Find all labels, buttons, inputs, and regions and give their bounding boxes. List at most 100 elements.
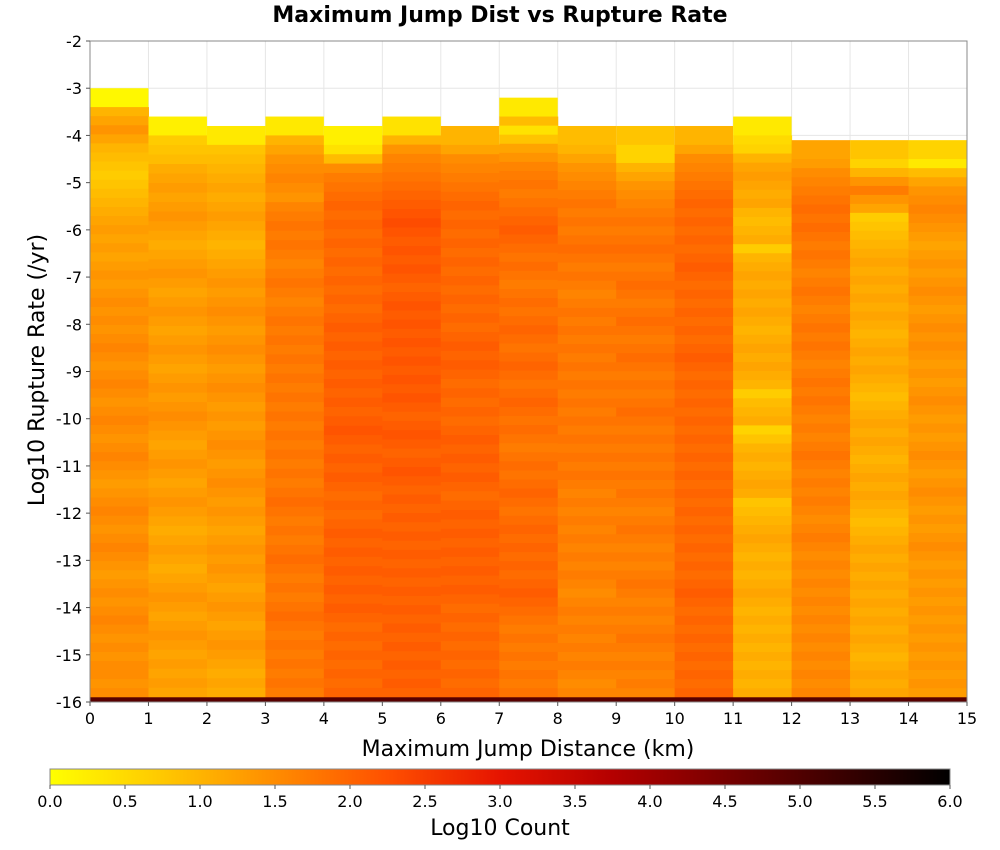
heatmap-cell <box>908 232 968 242</box>
heatmap-cell <box>148 297 208 308</box>
y-tick-label: -8 <box>66 315 82 334</box>
heatmap-cell <box>499 633 559 644</box>
heatmap-cell <box>733 506 793 517</box>
heatmap-cell <box>382 282 442 293</box>
heatmap-cell <box>90 325 149 335</box>
heatmap-cell <box>791 396 851 406</box>
heatmap-cell <box>90 624 149 635</box>
heatmap-cell <box>323 613 383 623</box>
heatmap-cell <box>148 621 208 632</box>
heatmap-cell <box>674 199 734 209</box>
heatmap-cell <box>733 497 793 508</box>
heatmap-cell <box>323 125 383 146</box>
heatmap-cell <box>850 194 910 205</box>
heatmap-cell <box>440 247 500 258</box>
heatmap-cell <box>499 570 559 580</box>
heatmap-cell <box>206 392 266 403</box>
heatmap-cell <box>265 306 325 317</box>
heatmap-cell <box>674 316 734 327</box>
heatmap-cell <box>90 443 149 453</box>
heatmap-cell <box>382 338 442 348</box>
heatmap-cell <box>499 216 559 227</box>
heatmap-cell <box>616 516 676 526</box>
heatmap-cell <box>265 116 324 136</box>
heatmap-cell <box>90 334 149 344</box>
heatmap-cell <box>674 452 734 463</box>
heatmap-cell <box>499 461 559 472</box>
heatmap-cell <box>616 298 676 309</box>
heatmap-cell <box>850 320 910 331</box>
heatmap-cell <box>90 206 149 217</box>
heatmap-cell <box>850 266 910 277</box>
heatmap-cell <box>616 543 676 553</box>
heatmap-cell <box>908 578 968 589</box>
heatmap-cell <box>557 153 617 164</box>
heatmap-cell <box>850 490 910 501</box>
heatmap-cell <box>323 144 383 155</box>
heatmap-cell <box>440 144 500 155</box>
heatmap-cell <box>265 373 325 384</box>
heatmap-cell <box>674 561 734 572</box>
heatmap-cell <box>733 325 793 336</box>
heatmap-cell <box>90 424 149 435</box>
heatmap-cell <box>265 421 325 432</box>
heatmap-cell <box>557 552 617 563</box>
heatmap-cell <box>440 369 500 380</box>
heatmap-cell <box>674 226 734 237</box>
heatmap-cell <box>616 289 676 300</box>
heatmap-cell <box>908 177 968 188</box>
heatmap-cell <box>557 561 617 572</box>
heatmap-cell <box>850 481 910 492</box>
heatmap-cell <box>206 630 266 641</box>
heatmap-cell <box>908 204 968 215</box>
heatmap-cell <box>148 544 208 556</box>
heatmap-cell <box>90 515 149 526</box>
heatmap-cell <box>323 332 383 343</box>
heatmap-cell <box>908 460 968 470</box>
heatmap-cell <box>674 606 734 617</box>
heatmap-cell <box>148 316 208 327</box>
heatmap-cell <box>674 208 734 218</box>
heatmap-cell <box>323 304 383 315</box>
heatmap-cell <box>206 563 266 575</box>
colorbar-ticks: 0.0 0.5 1.0 1.5 2.0 2.5 3.0 3.5 4.0 4.5 5.0 5.5 6.0 <box>37 785 963 811</box>
heatmap-cell <box>733 434 793 445</box>
heatmap-cell <box>616 344 676 354</box>
heatmap-cell <box>908 396 968 406</box>
heatmap-cell <box>382 310 442 321</box>
heatmap-cell <box>90 261 149 272</box>
heatmap-cell <box>148 325 208 337</box>
heatmap-cell <box>265 459 325 470</box>
y-tick-label: -15 <box>56 646 82 665</box>
colorbar-tick-label: 3.5 <box>562 792 587 811</box>
heatmap-cell <box>148 278 208 289</box>
heatmap-cell <box>616 479 676 490</box>
heatmap-cell <box>733 688 793 698</box>
x-tick-label: 5 <box>377 709 387 728</box>
heatmap-cell <box>206 544 266 556</box>
heatmap-cell <box>616 253 676 264</box>
heatmap-cell <box>733 398 793 408</box>
heatmap-cell <box>206 449 266 460</box>
heatmap-cell <box>908 669 968 680</box>
heatmap-cell <box>90 352 149 362</box>
heatmap-cell <box>206 411 266 422</box>
heatmap-cell <box>733 570 793 581</box>
heatmap-cell <box>382 577 442 588</box>
heatmap-cell <box>674 507 734 517</box>
heatmap-cell <box>908 250 968 260</box>
heatmap-cell <box>616 679 676 689</box>
heatmap-cell <box>499 379 559 390</box>
heatmap-cell <box>616 398 676 409</box>
heatmap-cell <box>148 211 208 222</box>
heatmap-cell <box>148 554 208 565</box>
heatmap-cell <box>850 580 910 591</box>
heatmap-cell <box>791 350 851 361</box>
heatmap-cell <box>557 172 617 182</box>
heatmap-cell <box>908 478 968 489</box>
heatmap-cell <box>440 444 500 455</box>
heatmap-cell <box>440 313 500 324</box>
x-tick-label: 4 <box>319 709 329 728</box>
heatmap-cell <box>850 248 910 259</box>
heatmap-cell <box>791 523 851 534</box>
